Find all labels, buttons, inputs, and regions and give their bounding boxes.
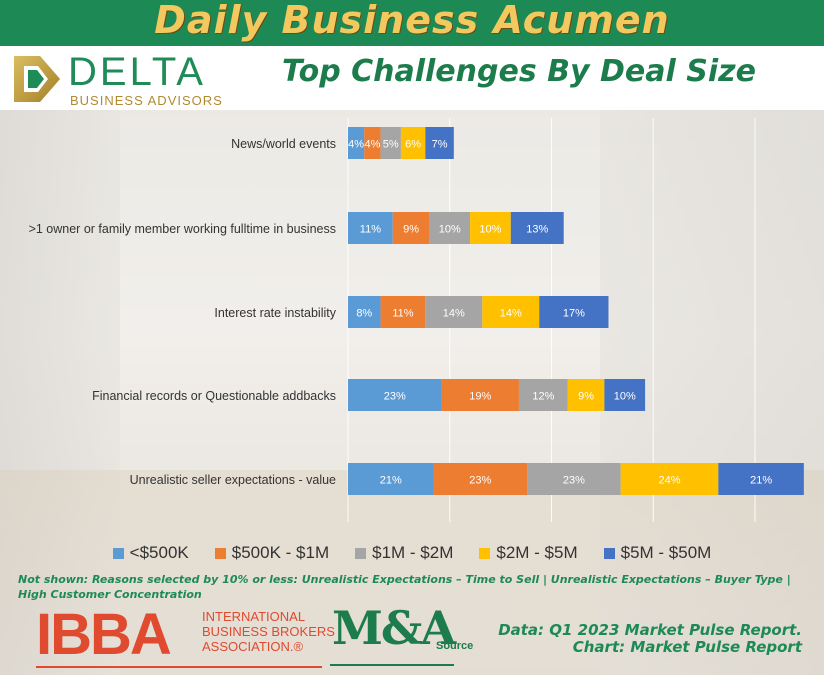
legend-swatch [355,547,367,559]
ibba-name-line: Business Brokers [202,624,335,639]
legend-label: $1M - $2M [372,543,454,562]
data-label: 10% [614,391,636,403]
bar-segment [441,379,519,411]
category-label: News/world events [231,137,336,151]
stacked-bar-chart: News/world events 4% 4% 5% 6% 7%>1 owner or f… [29,118,804,522]
data-label: 6% [405,139,421,151]
ibba-logo: IBBA [36,602,172,667]
bar-segment [567,379,605,411]
bar-segment [348,296,381,328]
bar-segment [425,296,483,328]
legend-swatch [603,547,615,559]
bar-segment [348,212,393,244]
delta-logo-icon [14,56,60,102]
ibba-name-line: Association.® [202,639,304,654]
legend-item: $500K - $1M [214,543,330,563]
data-label: 23% [384,391,406,403]
data-label: 19% [469,391,491,403]
bar-segment [380,296,426,328]
banner-title: Daily Business Acumen [154,0,670,42]
chart-legend: <$500K $500K - $1M $1M - $2M $2M - $5M $5M -… [0,540,824,566]
data-label: 7% [432,139,448,151]
header-area [0,46,824,110]
data-label: 11% [392,308,413,320]
legend-swatch [214,547,226,559]
bar-segment [392,212,430,244]
legend-label: <$500K [129,543,189,562]
source-line-chart: Chart: Market Pulse Report [572,638,802,656]
bar-segment [429,212,471,244]
bar-segment [518,379,568,411]
data-label: 23% [563,475,585,487]
legend-label: $5M - $50M [620,543,712,562]
bar-segment [380,127,401,159]
bar-segment [364,127,381,159]
bar-segment [400,127,426,159]
bar-segment [527,463,621,495]
category-label: Interest rate instability [214,306,336,320]
ma-source-label: Source [436,640,474,652]
ma-source-logo: M&A [332,601,456,655]
bar-segment [604,379,646,411]
data-label: 5% [383,139,399,151]
bar-segment [510,212,564,244]
bar-segment [348,379,442,411]
ibba-name-line: International [202,609,306,624]
data-label: 8% [356,308,372,320]
data-label: 21% [750,475,772,487]
ma-underline [330,664,454,666]
footnote: Not shown: Reasons selected by 10% or le… [18,573,791,601]
bar-segment [348,127,365,159]
data-label: 21% [380,475,402,487]
source-line-data: Data: Q1 2023 Market Pulse Report. [498,621,802,639]
data-label: 23% [469,475,491,487]
legend-item: $1M - $2M [355,543,453,563]
logo-subtitle: BUSINESS ADVISORS [70,93,223,108]
data-label: 11% [360,224,381,236]
legend-item: $2M - $5M [479,543,578,563]
background-floor [0,470,824,675]
data-label: 13% [526,224,548,236]
bar-segment [718,463,804,495]
data-label: 10% [439,224,461,236]
bar-segment [348,463,434,495]
data-label: 4% [364,139,380,151]
header-banner: Daily Business Acumen [0,0,824,46]
background-door-left [0,110,120,675]
logo-wordmark: DELTA [68,50,206,94]
data-label: 12% [532,391,554,403]
legend-item: <$500K [112,543,189,563]
category-label: Unrealistic seller expectations - value [130,473,336,487]
data-label: 14% [500,308,522,320]
data-label: 9% [578,391,594,403]
data-label: 4% [348,139,364,151]
legend-label: $2M - $5M [496,543,578,562]
data-label: 17% [563,308,585,320]
data-label: 10% [479,224,501,236]
legend-swatch [112,547,124,559]
category-label: Financial records or Questionable addbac… [92,389,336,403]
legend-swatch [479,547,491,559]
legend-item: $5M - $50M [603,543,712,563]
ibba-name: International Business Brokers Associati… [202,609,335,654]
data-label: 14% [443,308,465,320]
source-credit: Data: Q1 2023 Market Pulse Report. Chart… [498,622,802,656]
data-label: 24% [659,475,681,487]
bar-segment [425,127,454,159]
bar-segment [620,463,719,495]
bar-segment [470,212,511,244]
bar-segment [482,296,540,328]
ibba-underline [36,666,322,668]
category-label: >1 owner or family member working fullti… [29,222,336,236]
data-label: 9% [403,224,419,236]
bar-segment [539,296,609,328]
bar-segment [433,463,528,495]
chart-title: Top Challenges By Deal Size [282,54,756,89]
legend-label: $500K - $1M [231,543,330,562]
